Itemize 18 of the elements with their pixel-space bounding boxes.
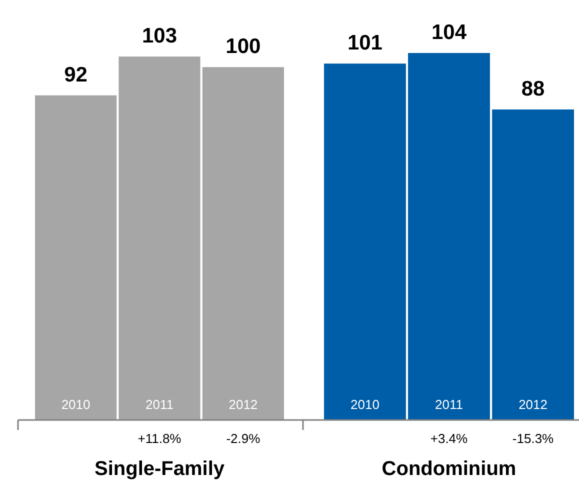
x-axis-title: Single-Family (94, 458, 226, 480)
text: -15.3% (512, 431, 554, 446)
data-label: 100 (226, 35, 261, 58)
data-label: 92 (64, 63, 88, 86)
data-label: 88 (521, 77, 546, 100)
x-tick-label: 2011 (435, 397, 463, 412)
x-tick-label: 2010 (61, 397, 90, 412)
text: -2.9% (226, 431, 261, 446)
text: +3.4% (430, 431, 468, 446)
x-tick-label: 2011 (146, 397, 174, 412)
data-label: 104 (431, 21, 467, 44)
x-tick-label: 2012 (228, 397, 258, 412)
data-label: 101 (347, 32, 383, 55)
x-tick-label: 2010 (350, 397, 380, 412)
x-axis-title: Condominium (382, 458, 516, 480)
data-label: 103 (142, 24, 178, 48)
x-tick-label: 2012 (518, 397, 548, 412)
text: +11.8% (138, 431, 182, 446)
